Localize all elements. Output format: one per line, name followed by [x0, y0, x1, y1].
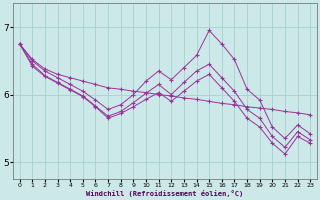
X-axis label: Windchill (Refroidissement éolien,°C): Windchill (Refroidissement éolien,°C) [86, 190, 244, 197]
